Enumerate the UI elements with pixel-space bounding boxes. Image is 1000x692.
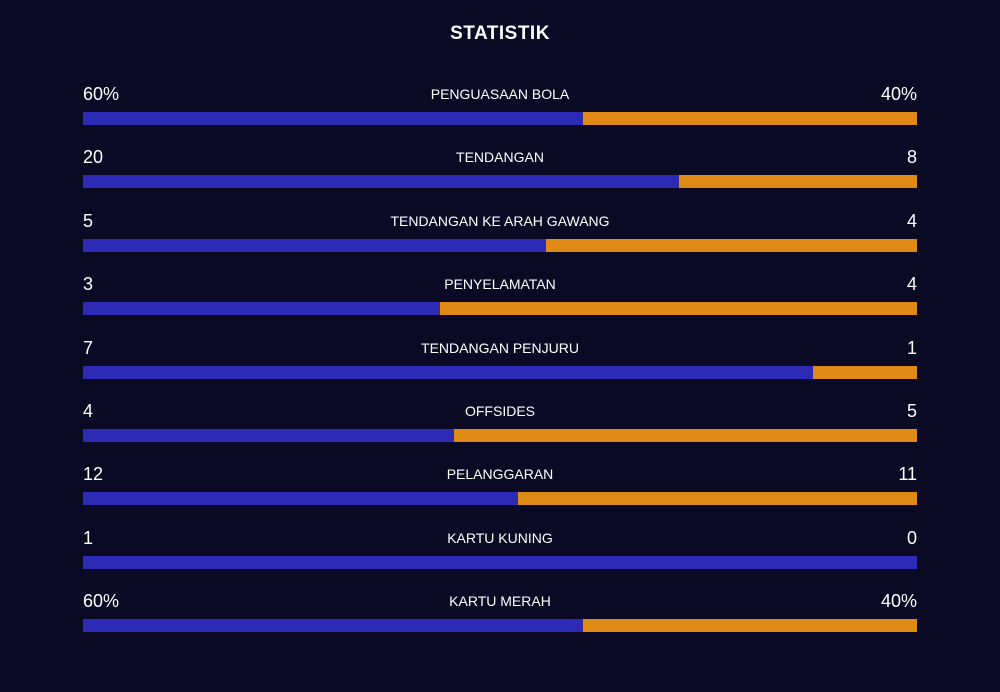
- stat-bar: [83, 492, 917, 506]
- stat-label: KARTU KUNING: [447, 529, 553, 546]
- stat-row: 20 TENDANGAN 8: [83, 146, 917, 196]
- home-value: 12: [83, 464, 104, 485]
- away-value: 40%: [880, 84, 917, 104]
- away-value: 4: [906, 274, 917, 295]
- away-value: 8: [906, 147, 917, 168]
- home-value: 4: [83, 401, 94, 421]
- stat-label: TENDANGAN PENJURU: [421, 339, 579, 356]
- away-segment: [583, 619, 917, 633]
- home-segment: [83, 429, 454, 442]
- home-segment: [83, 555, 917, 569]
- away-value: 40%: [880, 591, 917, 612]
- away-value: 11: [898, 464, 917, 485]
- away-segment: [583, 112, 917, 125]
- stat-bar: [83, 238, 917, 252]
- stat-row: 1 KARTU KUNING 0: [83, 527, 917, 577]
- away-segment: [812, 365, 917, 379]
- stat-label: PELANGGARAN: [446, 466, 554, 483]
- home-value: 1: [83, 527, 94, 548]
- stat-label: PENGUASAAN BOLA: [430, 86, 570, 102]
- stat-row: 5 TENDANGAN KE ARAH GAWANG 4: [83, 210, 917, 260]
- away-segment: [453, 429, 917, 442]
- stat-label: KARTU MERAH: [449, 593, 551, 610]
- home-segment: [83, 619, 584, 633]
- home-segment: [83, 238, 547, 252]
- away-segment: [546, 238, 917, 252]
- home-value: 7: [83, 337, 94, 358]
- stat-bar: [83, 619, 917, 633]
- home-value: 60%: [83, 591, 120, 612]
- stat-row: 3 PENYELAMATAN 4: [83, 273, 917, 323]
- stat-label: TENDANGAN: [456, 149, 544, 166]
- home-segment: [83, 492, 519, 506]
- home-segment: [83, 365, 813, 379]
- stat-row: 60% KARTU MERAH 40%: [83, 590, 917, 640]
- stat-row: 60% PENGUASAAN BOLA 40%: [83, 83, 917, 133]
- home-value: 5: [83, 210, 94, 231]
- stat-row: 4 OFFSIDES 5: [83, 400, 917, 450]
- stat-bar: [83, 302, 917, 316]
- stat-label: PENYELAMATAN: [444, 276, 556, 293]
- stat-label: OFFSIDES: [464, 403, 535, 419]
- away-value: 4: [906, 210, 917, 231]
- title: STATISTIK: [450, 23, 550, 44]
- home-segment: [83, 175, 679, 189]
- home-segment: [83, 112, 584, 125]
- home-value: 20: [83, 147, 104, 168]
- stat-bar: [83, 365, 917, 379]
- stat-row: 7 TENDANGAN PENJURU 1: [83, 337, 917, 387]
- away-segment: [440, 302, 917, 316]
- stat-row: 12 PELANGGARAN 11: [83, 463, 917, 513]
- home-value: 60%: [83, 84, 120, 104]
- away-value: 1: [906, 337, 917, 358]
- away-segment: [518, 492, 917, 506]
- stat-bar: [83, 555, 917, 569]
- away-value: 5: [906, 401, 917, 421]
- away-value: 0: [906, 527, 917, 548]
- stat-bar: [83, 175, 917, 189]
- home-segment: [83, 302, 441, 316]
- away-segment: [678, 175, 917, 189]
- stat-bar: [83, 112, 917, 125]
- stat-bar: [83, 429, 917, 442]
- stat-label: TENDANGAN KE ARAH GAWANG: [390, 212, 610, 229]
- home-value: 3: [83, 274, 94, 295]
